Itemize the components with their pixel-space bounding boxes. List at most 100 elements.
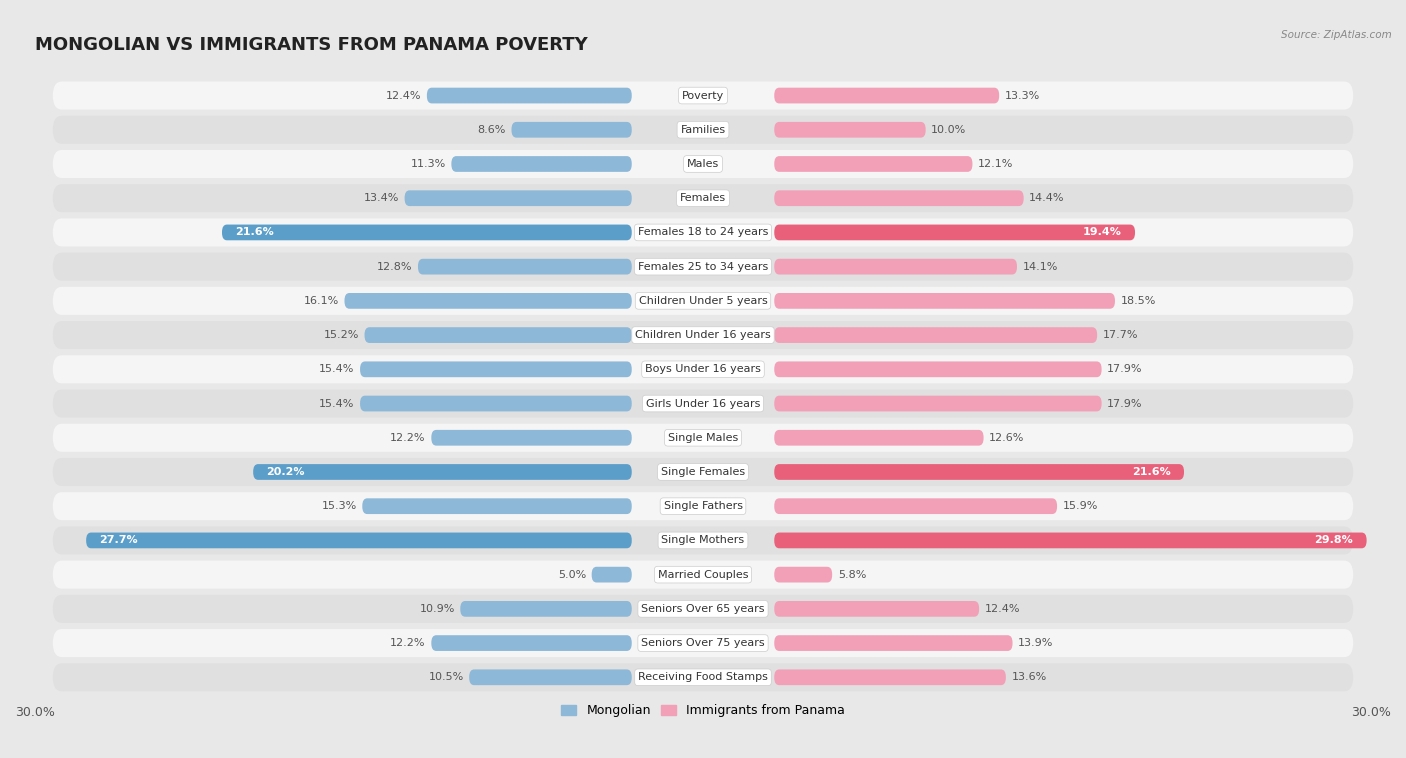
Text: Children Under 16 years: Children Under 16 years (636, 330, 770, 340)
FancyBboxPatch shape (775, 601, 979, 617)
Text: 21.6%: 21.6% (1132, 467, 1171, 477)
Text: 16.1%: 16.1% (304, 296, 339, 306)
FancyBboxPatch shape (53, 321, 1353, 349)
Text: 13.4%: 13.4% (364, 193, 399, 203)
Text: 14.1%: 14.1% (1022, 262, 1057, 271)
Text: 12.8%: 12.8% (377, 262, 412, 271)
FancyBboxPatch shape (775, 362, 1102, 377)
Text: 12.2%: 12.2% (391, 433, 426, 443)
Text: 21.6%: 21.6% (235, 227, 274, 237)
FancyBboxPatch shape (460, 601, 631, 617)
Text: Source: ZipAtlas.com: Source: ZipAtlas.com (1281, 30, 1392, 40)
Text: 12.4%: 12.4% (984, 604, 1021, 614)
FancyBboxPatch shape (451, 156, 631, 172)
Text: 12.6%: 12.6% (990, 433, 1025, 443)
FancyBboxPatch shape (432, 635, 631, 651)
Text: Seniors Over 65 years: Seniors Over 65 years (641, 604, 765, 614)
Text: Married Couples: Married Couples (658, 569, 748, 580)
FancyBboxPatch shape (427, 88, 631, 103)
FancyBboxPatch shape (418, 258, 631, 274)
FancyBboxPatch shape (775, 498, 1057, 514)
FancyBboxPatch shape (775, 430, 984, 446)
Text: 10.5%: 10.5% (429, 672, 464, 682)
FancyBboxPatch shape (53, 424, 1353, 452)
Text: 12.4%: 12.4% (385, 90, 422, 101)
Text: 5.8%: 5.8% (838, 569, 866, 580)
FancyBboxPatch shape (775, 533, 1367, 548)
Text: 12.2%: 12.2% (391, 638, 426, 648)
Text: 15.4%: 15.4% (319, 365, 354, 374)
Text: Single Fathers: Single Fathers (664, 501, 742, 511)
Text: 15.3%: 15.3% (322, 501, 357, 511)
Text: 12.1%: 12.1% (979, 159, 1014, 169)
FancyBboxPatch shape (775, 669, 1005, 685)
FancyBboxPatch shape (53, 218, 1353, 246)
FancyBboxPatch shape (775, 156, 973, 172)
Text: MONGOLIAN VS IMMIGRANTS FROM PANAMA POVERTY: MONGOLIAN VS IMMIGRANTS FROM PANAMA POVE… (35, 36, 588, 55)
Text: 13.3%: 13.3% (1005, 90, 1040, 101)
Text: 11.3%: 11.3% (411, 159, 446, 169)
FancyBboxPatch shape (405, 190, 631, 206)
FancyBboxPatch shape (363, 498, 631, 514)
Text: 17.9%: 17.9% (1107, 399, 1143, 409)
FancyBboxPatch shape (53, 595, 1353, 623)
Text: 5.0%: 5.0% (558, 569, 586, 580)
FancyBboxPatch shape (775, 396, 1102, 412)
Text: Poverty: Poverty (682, 90, 724, 101)
Text: 15.9%: 15.9% (1063, 501, 1098, 511)
FancyBboxPatch shape (775, 635, 1012, 651)
Text: 27.7%: 27.7% (100, 535, 138, 546)
Text: 19.4%: 19.4% (1083, 227, 1122, 237)
FancyBboxPatch shape (470, 669, 631, 685)
FancyBboxPatch shape (53, 390, 1353, 418)
FancyBboxPatch shape (53, 252, 1353, 280)
FancyBboxPatch shape (253, 464, 631, 480)
Text: Boys Under 16 years: Boys Under 16 years (645, 365, 761, 374)
Text: Males: Males (688, 159, 718, 169)
Text: Single Females: Single Females (661, 467, 745, 477)
Text: Single Males: Single Males (668, 433, 738, 443)
Text: Females 25 to 34 years: Females 25 to 34 years (638, 262, 768, 271)
FancyBboxPatch shape (775, 88, 1000, 103)
Text: Children Under 5 years: Children Under 5 years (638, 296, 768, 306)
Text: 15.4%: 15.4% (319, 399, 354, 409)
FancyBboxPatch shape (53, 184, 1353, 212)
Text: 17.9%: 17.9% (1107, 365, 1143, 374)
FancyBboxPatch shape (53, 458, 1353, 486)
Text: 14.4%: 14.4% (1029, 193, 1064, 203)
Text: 20.2%: 20.2% (267, 467, 305, 477)
FancyBboxPatch shape (775, 258, 1017, 274)
FancyBboxPatch shape (53, 492, 1353, 520)
FancyBboxPatch shape (53, 561, 1353, 589)
Text: 15.2%: 15.2% (323, 330, 359, 340)
FancyBboxPatch shape (360, 396, 631, 412)
FancyBboxPatch shape (775, 224, 1135, 240)
Text: 8.6%: 8.6% (478, 125, 506, 135)
FancyBboxPatch shape (53, 116, 1353, 144)
FancyBboxPatch shape (53, 150, 1353, 178)
FancyBboxPatch shape (222, 224, 631, 240)
Text: Families: Families (681, 125, 725, 135)
FancyBboxPatch shape (53, 526, 1353, 554)
FancyBboxPatch shape (86, 533, 631, 548)
Text: 18.5%: 18.5% (1121, 296, 1156, 306)
FancyBboxPatch shape (592, 567, 631, 582)
FancyBboxPatch shape (775, 464, 1184, 480)
Text: Girls Under 16 years: Girls Under 16 years (645, 399, 761, 409)
FancyBboxPatch shape (360, 362, 631, 377)
FancyBboxPatch shape (53, 287, 1353, 315)
FancyBboxPatch shape (432, 430, 631, 446)
FancyBboxPatch shape (775, 293, 1115, 309)
FancyBboxPatch shape (364, 327, 631, 343)
Text: 17.7%: 17.7% (1102, 330, 1139, 340)
Text: Single Mothers: Single Mothers (661, 535, 745, 546)
FancyBboxPatch shape (344, 293, 631, 309)
FancyBboxPatch shape (775, 190, 1024, 206)
FancyBboxPatch shape (53, 663, 1353, 691)
FancyBboxPatch shape (775, 122, 925, 138)
Legend: Mongolian, Immigrants from Panama: Mongolian, Immigrants from Panama (557, 699, 849, 722)
Text: 29.8%: 29.8% (1315, 535, 1353, 546)
FancyBboxPatch shape (512, 122, 631, 138)
FancyBboxPatch shape (53, 356, 1353, 384)
FancyBboxPatch shape (775, 327, 1097, 343)
